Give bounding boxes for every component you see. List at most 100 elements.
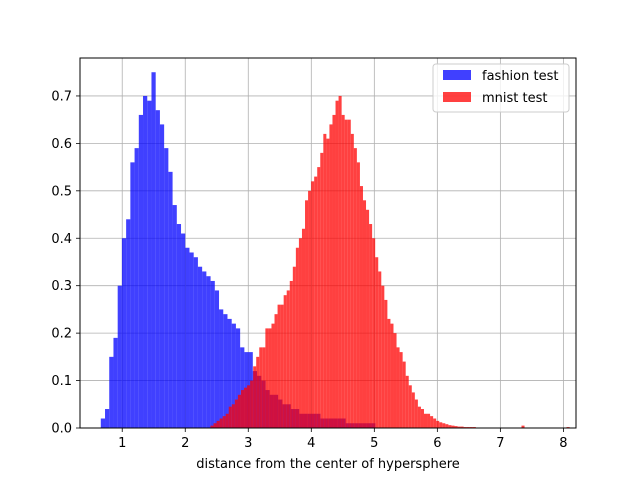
bar-mnist-test-50 [362, 200, 367, 428]
bar-fashion-test-25 [206, 276, 211, 428]
bar-fashion-test-8 [134, 148, 139, 428]
bar-mnist-test-18 [265, 328, 269, 428]
bar-mnist-test-13 [250, 380, 254, 428]
bar-fashion-test-29 [223, 314, 228, 428]
bar-mnist-test-17 [262, 347, 266, 428]
y-tick-label-6: 0.6 [51, 137, 72, 152]
bar-mnist-test-47 [353, 148, 357, 428]
bar-mnist-test-0 [210, 425, 214, 428]
bar-fashion-test-31 [231, 323, 236, 428]
bar-mnist-test-58 [387, 318, 391, 428]
bar-mnist-test-53 [372, 238, 376, 428]
bar-mnist-test-52 [369, 224, 373, 428]
bar-mnist-test-25 [286, 290, 290, 428]
bar-mnist-test-73 [433, 418, 437, 428]
bar-mnist-test-67 [414, 399, 418, 428]
bar-fashion-test-32 [235, 328, 241, 428]
bar-mnist-test-27 [292, 266, 296, 428]
x-tick-label-3: 4 [307, 436, 315, 451]
bar-mnist-test-82 [460, 426, 464, 428]
bar-fashion-test-0 [100, 418, 106, 428]
bar-fashion-test-4 [117, 285, 122, 428]
legend-swatch-mnist [443, 92, 471, 102]
bar-fashion-test-2 [109, 356, 114, 428]
bar-fashion-test-15 [164, 148, 169, 428]
bar-mnist-test-8 [234, 399, 238, 428]
bar-mnist-test-37 [323, 133, 327, 428]
x-tick-label-0: 1 [118, 436, 126, 451]
bar-fashion-test-26 [210, 280, 215, 428]
bar-mnist-test-55 [378, 271, 382, 428]
bar-mnist-test-70 [423, 413, 428, 428]
bar-mnist-test-87 [521, 425, 525, 428]
bar-mnist-test-40 [332, 114, 336, 428]
bar-fashion-test-10 [143, 95, 148, 428]
bar-mnist-test-46 [350, 133, 354, 428]
bar-mnist-test-31 [305, 200, 309, 428]
x-tick-label-5: 6 [433, 436, 441, 451]
bar-mnist-test-62 [399, 352, 403, 428]
bar-mnist-test-48 [356, 162, 360, 428]
bar-mnist-test-63 [402, 361, 406, 428]
x-axis-label: distance from the center of hypersphere [196, 457, 460, 472]
bar-mnist-test-24 [283, 295, 287, 428]
bar-mnist-test-41 [335, 100, 339, 428]
series-1 [210, 95, 570, 429]
bar-mnist-test-71 [427, 413, 431, 428]
bar-fashion-test-19 [181, 233, 186, 428]
x-axis-ticks: 1 2 3 4 5 6 7 8 [118, 428, 568, 451]
bar-fashion-test-22 [193, 257, 198, 428]
bar-mnist-test-75 [439, 422, 443, 428]
bar-mnist-test-42 [338, 95, 342, 428]
bar-mnist-test-7 [231, 404, 235, 428]
bar-fashion-test-27 [214, 290, 220, 428]
bar-mnist-test-26 [289, 280, 293, 428]
bar-mnist-test-60 [393, 333, 397, 428]
bar-mnist-test-38 [326, 138, 330, 428]
bar-fashion-test-1 [105, 409, 110, 428]
legend-swatch-fashion [443, 70, 471, 80]
bar-fashion-test-24 [202, 271, 207, 428]
bar-mnist-test-77 [445, 424, 449, 428]
bar-mnist-test-21 [274, 314, 278, 428]
histogram-bars [100, 72, 570, 429]
bar-mnist-test-14 [253, 366, 257, 428]
legend-label-fashion: fashion test [482, 69, 558, 84]
bar-fashion-test-6 [126, 219, 131, 428]
legend: fashion test mnist test [432, 63, 570, 113]
bar-mnist-test-64 [405, 375, 409, 428]
bar-mnist-test-35 [317, 167, 321, 428]
bar-fashion-test-16 [168, 171, 173, 428]
bar-fashion-test-23 [197, 266, 203, 428]
bar-mnist-test-69 [420, 409, 424, 428]
bar-fashion-test-7 [130, 162, 135, 428]
bar-mnist-test-10 [240, 390, 245, 428]
bar-mnist-test-19 [268, 328, 272, 428]
bar-mnist-test-81 [457, 426, 461, 428]
bar-mnist-test-16 [259, 347, 263, 428]
bar-fashion-test-13 [155, 110, 160, 428]
bar-mnist-test-15 [256, 356, 260, 428]
x-tick-label-4: 5 [370, 436, 378, 451]
bar-mnist-test-9 [237, 394, 241, 428]
bar-mnist-test-56 [381, 285, 385, 428]
bar-mnist-test-11 [244, 387, 248, 428]
bar-mnist-test-1 [213, 423, 217, 428]
bar-mnist-test-59 [390, 323, 394, 428]
bar-fashion-test-5 [121, 238, 127, 428]
x-tick-label-6: 7 [496, 436, 504, 451]
y-tick-label-4: 0.4 [51, 232, 72, 247]
bar-mnist-test-12 [247, 385, 251, 428]
bar-fashion-test-12 [151, 72, 156, 428]
bar-mnist-test-51 [366, 209, 370, 428]
bar-mnist-test-2 [216, 420, 220, 428]
bar-mnist-test-80 [454, 426, 458, 428]
bar-mnist-test-20 [271, 323, 275, 428]
bar-mnist-test-76 [442, 423, 446, 428]
bar-mnist-test-45 [347, 119, 351, 429]
bar-mnist-test-49 [359, 186, 363, 428]
bar-fashion-test-17 [172, 205, 177, 428]
bar-fashion-test-18 [176, 224, 182, 428]
bar-mnist-test-65 [408, 385, 412, 428]
